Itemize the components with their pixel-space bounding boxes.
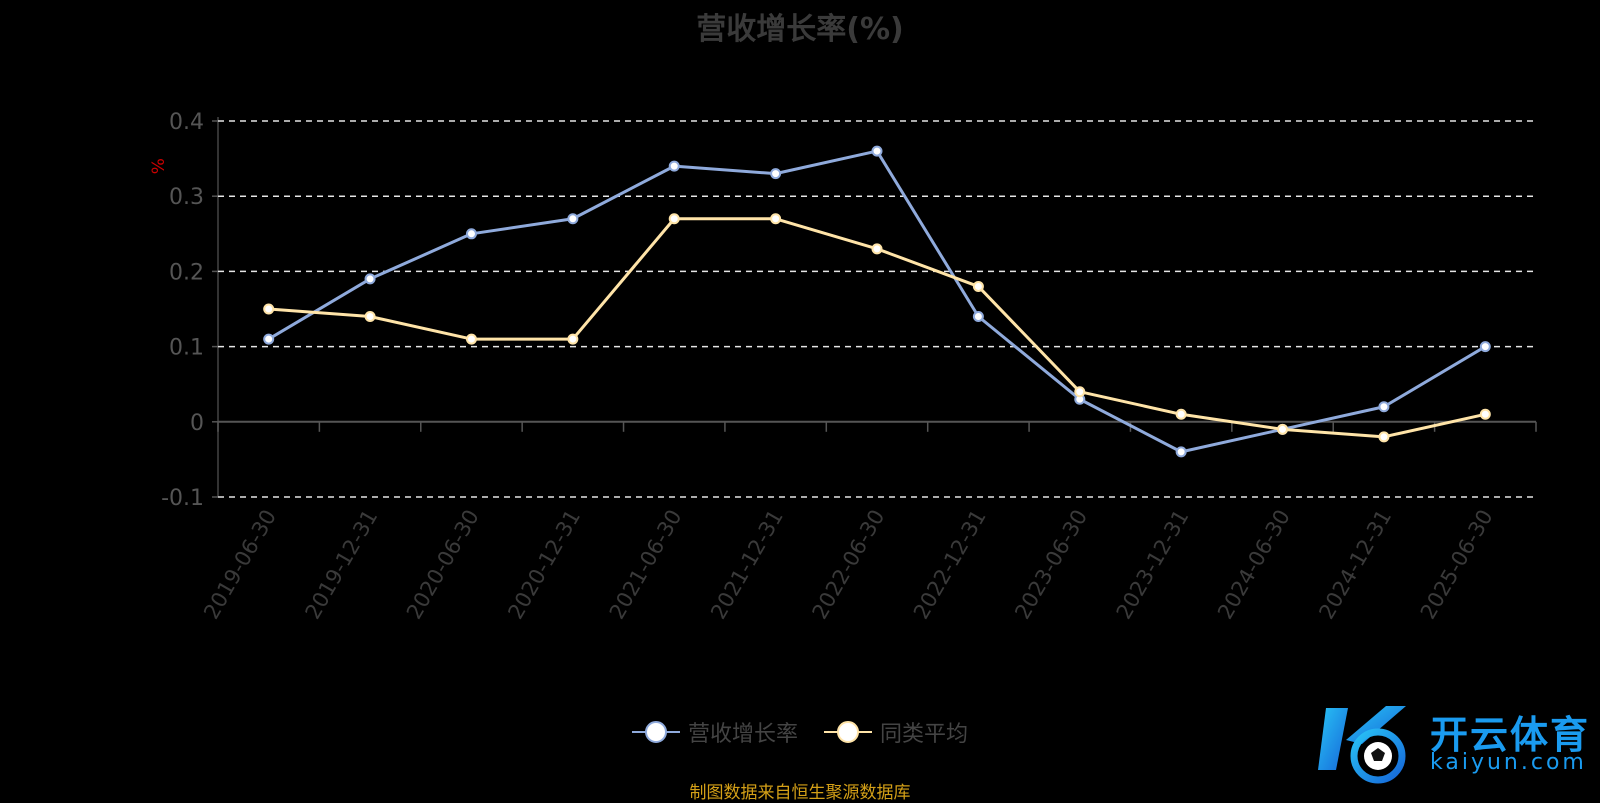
data-point-0 <box>1479 341 1491 353</box>
y-tick-label: 0.1 <box>169 336 204 361</box>
data-point-0 <box>972 311 984 323</box>
legend-marker-peer-average-icon <box>824 719 872 745</box>
data-point-1 <box>567 333 579 345</box>
data-point-1 <box>972 280 984 292</box>
logo-domain: kaiyun.com <box>1430 750 1587 775</box>
data-point-1 <box>263 303 275 315</box>
data-point-1 <box>1277 423 1289 435</box>
kaiyun-logo-icon <box>1318 706 1406 784</box>
data-point-1 <box>1175 408 1187 420</box>
data-point-1 <box>871 243 883 255</box>
kaiyun-logo: 开云体育 kaiyun.com <box>1316 700 1596 790</box>
data-point-0 <box>668 160 680 172</box>
x-tick-label: 2025-06-30 <box>1416 506 1498 624</box>
x-tick-label: 2021-06-30 <box>605 506 687 624</box>
legend-item-revenue-growth[interactable]: 营收增长率 <box>631 716 798 748</box>
y-tick-label: 0.4 <box>169 110 204 135</box>
data-point-0 <box>1378 401 1390 413</box>
data-point-1 <box>668 213 680 225</box>
x-tick-label: 2023-12-31 <box>1112 506 1194 624</box>
x-tick-label: 2022-06-30 <box>808 506 890 624</box>
data-point-1 <box>1074 386 1086 398</box>
y-tick-label: 0 <box>190 411 204 436</box>
data-point-1 <box>1479 408 1491 420</box>
data-point-0 <box>1175 446 1187 458</box>
x-tick-label: 2024-06-30 <box>1213 506 1295 624</box>
data-point-1 <box>1378 431 1390 443</box>
line-chart: -0.100.10.20.30.4%2019-06-30 2019-12-31 20… <box>149 110 1537 624</box>
y-axis-label: % <box>149 158 169 174</box>
data-point-1 <box>770 213 782 225</box>
data-point-0 <box>770 168 782 180</box>
legend-item-peer-average[interactable]: 同类平均 <box>824 716 968 748</box>
x-tick-label: 2024-12-31 <box>1314 506 1396 624</box>
x-tick-label: 2019-12-31 <box>301 506 383 624</box>
data-source-note: 制图数据来自恒生聚源数据库 <box>689 783 911 803</box>
x-tick-label: 2021-12-31 <box>706 506 788 624</box>
data-point-0 <box>871 145 883 157</box>
legend-label-peer-average: 同类平均 <box>880 722 969 747</box>
data-point-0 <box>263 333 275 345</box>
x-tick-label: 2019-06-30 <box>199 506 281 624</box>
chart-title: 营收增长率(%) <box>696 12 904 47</box>
data-point-0 <box>364 273 376 285</box>
legend-label-revenue-growth: 营收增长率 <box>687 722 798 747</box>
chart-legend: 营收增长率 同类平均 <box>0 716 1600 748</box>
y-tick-label: 0.2 <box>169 260 204 285</box>
x-tick-label: 2022-12-31 <box>909 506 991 624</box>
legend-marker-revenue-growth-icon <box>631 719 680 745</box>
data-point-0 <box>567 213 579 225</box>
data-point-0 <box>465 228 477 240</box>
y-tick-label: -0.1 <box>161 486 204 511</box>
logo-name: 开云体育 <box>1430 713 1591 757</box>
x-tick-label: 2023-06-30 <box>1010 506 1092 624</box>
data-point-1 <box>364 311 376 323</box>
x-tick-label: 2020-06-30 <box>402 506 484 624</box>
x-tick-label: 2020-12-31 <box>503 506 585 624</box>
data-point-1 <box>465 333 477 345</box>
y-tick-label: 0.3 <box>169 185 204 210</box>
